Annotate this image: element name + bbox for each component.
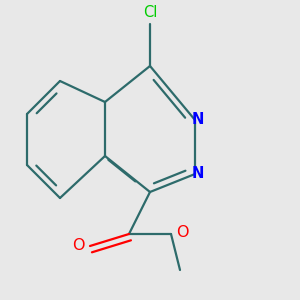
Text: O: O — [176, 225, 189, 240]
Text: N: N — [191, 112, 204, 128]
Text: O: O — [72, 238, 85, 253]
Text: Cl: Cl — [143, 5, 157, 20]
Text: N: N — [191, 167, 204, 182]
